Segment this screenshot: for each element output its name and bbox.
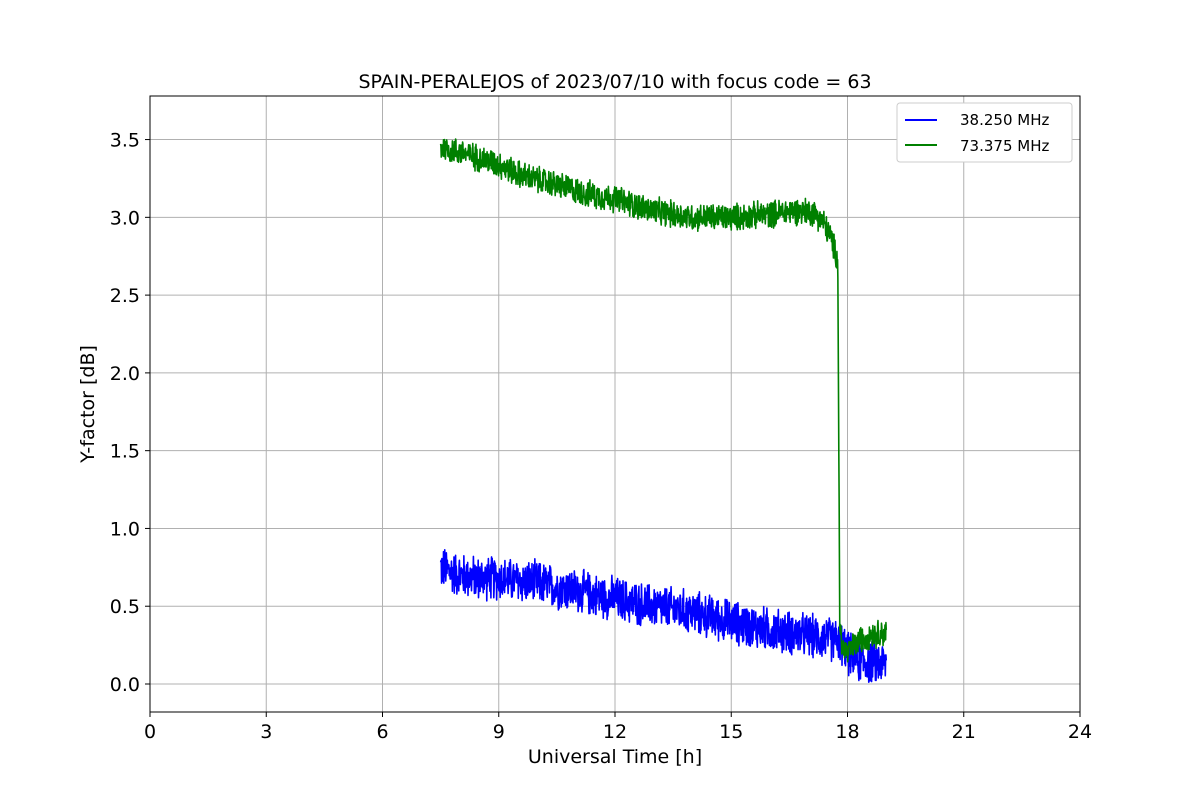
x-tick-label: 21	[952, 721, 976, 743]
x-tick-label: 18	[835, 721, 859, 743]
y-tick-label: 2.5	[110, 285, 140, 307]
series-line-38-250-mhz	[439, 549, 888, 683]
series-layer	[439, 138, 888, 683]
chart-title: SPAIN-PERALEJOS of 2023/07/10 with focus…	[358, 71, 871, 93]
x-tick-label: 3	[260, 721, 272, 743]
x-axis-label: Universal Time [h]	[528, 746, 702, 768]
y-axis-label: Y-factor [dB]	[77, 345, 99, 464]
x-tick-label: 0	[144, 721, 156, 743]
x-tick-label: 15	[719, 721, 743, 743]
legend: 38.250 MHz 73.375 MHz	[896, 102, 1073, 163]
y-tick-label: 3.0	[110, 207, 140, 229]
y-tick-label: 0.0	[110, 674, 140, 696]
legend-label-73375: 73.375 MHz	[960, 137, 1049, 155]
series-line-73-375-mhz	[439, 138, 888, 663]
y-tick-label: 1.0	[110, 518, 140, 540]
x-tick-label: 12	[603, 721, 627, 743]
legend-box	[896, 102, 1073, 163]
y-tick-label: 3.5	[110, 130, 140, 152]
y-tick-label: 2.0	[110, 363, 140, 385]
x-tick-label: 24	[1068, 721, 1092, 743]
ticks: 0 3 6 9 12 15 18 21 24 0.0 0.5 1.0 1.5 2.0 2.5 3.0 3.5	[110, 130, 1092, 743]
legend-label-38250: 38.250 MHz	[960, 111, 1049, 129]
x-tick-label: 9	[493, 721, 505, 743]
y-tick-label: 0.5	[110, 596, 140, 618]
y-tick-label: 1.5	[110, 441, 140, 463]
x-tick-label: 6	[376, 721, 388, 743]
